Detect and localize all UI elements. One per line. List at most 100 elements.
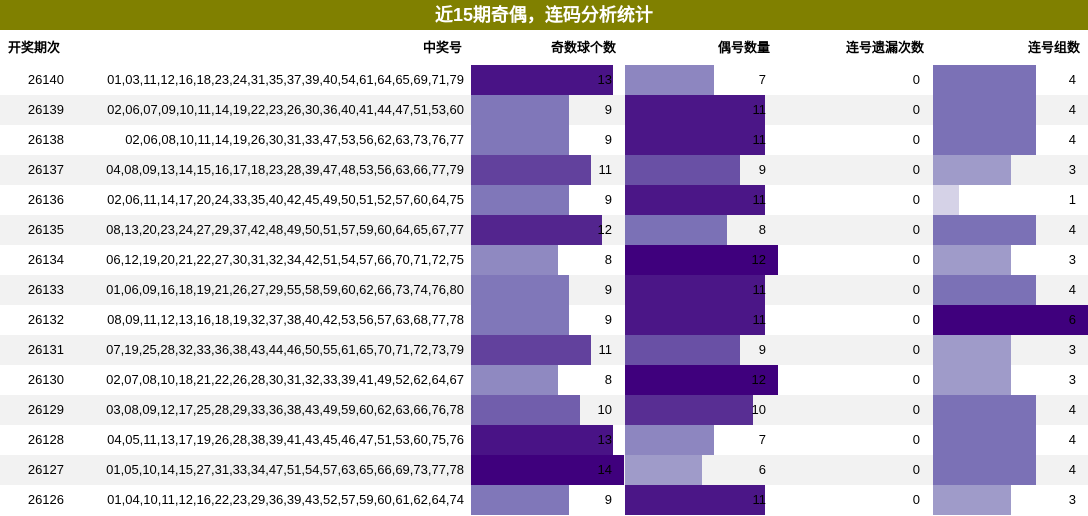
data-bar	[933, 485, 1011, 515]
count-value: 0	[912, 372, 920, 387]
count-value: 4	[1068, 402, 1076, 417]
data-bar	[625, 125, 766, 155]
data-bar	[471, 335, 592, 365]
data-bar	[933, 95, 1037, 125]
count-value: 4	[1068, 462, 1076, 477]
count-value: 1	[1068, 192, 1076, 207]
count-value: 11	[752, 492, 767, 507]
count-value: 9	[604, 192, 612, 207]
count-value: 9	[604, 102, 612, 117]
winning-numbers: 08,09,11,12,13,16,18,19,32,37,38,40,42,5…	[107, 312, 464, 327]
count-value: 9	[604, 282, 612, 297]
count-value: 4	[1068, 132, 1076, 147]
count-value: 4	[1068, 432, 1076, 447]
winning-numbers: 04,05,11,13,17,19,26,28,38,39,41,43,45,4…	[107, 432, 464, 447]
count-value: 9	[758, 162, 766, 177]
data-bar	[625, 485, 766, 515]
data-bar	[625, 455, 702, 485]
count-value: 9	[604, 492, 612, 507]
title: 近15期奇偶，连码分析统计	[0, 0, 1088, 30]
count-value: 13	[597, 72, 612, 87]
count-value: 0	[912, 402, 920, 417]
data-bar	[933, 65, 1037, 95]
winning-numbers: 02,06,08,10,11,14,19,26,30,31,33,47,53,5…	[125, 132, 464, 147]
count-value: 11	[752, 102, 767, 117]
data-bar	[933, 155, 1011, 185]
data-bar	[933, 305, 1088, 335]
winning-numbers: 01,05,10,14,15,27,31,33,34,47,51,54,57,6…	[106, 462, 464, 477]
count-value: 11	[598, 162, 613, 177]
header-cell: 奇数球个数	[550, 40, 616, 55]
data-bar	[933, 425, 1037, 455]
count-value: 4	[1068, 222, 1076, 237]
issue-number: 26138	[27, 132, 64, 147]
count-value: 0	[912, 162, 920, 177]
data-bar	[471, 395, 581, 425]
count-value: 3	[1068, 342, 1076, 357]
count-value: 0	[912, 72, 920, 87]
data-bar	[471, 65, 614, 95]
data-bar	[933, 245, 1011, 275]
issue-number: 26139	[27, 102, 64, 117]
issue-number: 26133	[27, 282, 64, 297]
data-bar	[625, 335, 740, 365]
data-bar	[625, 245, 778, 275]
data-bar	[471, 185, 570, 215]
data-bar	[471, 455, 624, 485]
data-bar	[625, 395, 753, 425]
issue-number: 26132	[27, 312, 64, 327]
header-cell: 开奖期次	[8, 40, 61, 55]
issue-number: 26129	[27, 402, 64, 417]
header-cell: 连号组数	[1027, 40, 1080, 55]
count-value: 7	[758, 72, 766, 87]
count-value: 11	[752, 192, 767, 207]
header-cell: 偶号数量	[717, 40, 770, 55]
data-bar	[471, 425, 614, 455]
count-value: 0	[912, 102, 920, 117]
issue-number: 26126	[27, 492, 64, 507]
count-value: 4	[1068, 72, 1076, 87]
count-value: 0	[912, 252, 920, 267]
count-value: 0	[912, 492, 920, 507]
data-bar	[625, 215, 727, 245]
winning-numbers: 01,06,09,16,18,19,21,26,27,29,55,58,59,6…	[106, 282, 464, 297]
count-value: 0	[912, 312, 920, 327]
count-value: 10	[597, 402, 612, 417]
count-value: 3	[1068, 372, 1076, 387]
count-value: 3	[1068, 252, 1076, 267]
count-value: 11	[598, 342, 613, 357]
data-bar	[933, 455, 1037, 485]
winning-numbers: 03,08,09,12,17,25,28,29,33,36,38,43,49,5…	[106, 402, 464, 417]
count-value: 0	[912, 432, 920, 447]
issue-number: 26140	[27, 72, 64, 87]
data-bar	[933, 275, 1037, 305]
count-value: 3	[1068, 162, 1076, 177]
count-value: 12	[597, 222, 612, 237]
winning-numbers: 08,13,20,23,24,27,29,37,42,48,49,50,51,5…	[106, 222, 464, 237]
issue-number: 26137	[27, 162, 64, 177]
count-value: 14	[597, 462, 612, 477]
issue-number: 26128	[27, 432, 64, 447]
data-bar	[933, 365, 1011, 395]
issue-number: 26130	[27, 372, 64, 387]
data-bar	[471, 155, 592, 185]
count-value: 11	[752, 312, 767, 327]
count-value: 3	[1068, 492, 1076, 507]
count-value: 4	[1068, 282, 1076, 297]
header-cell: 连号遗漏次数	[845, 40, 924, 55]
issue-number: 26136	[27, 192, 64, 207]
data-bar	[471, 365, 559, 395]
count-value: 11	[752, 282, 767, 297]
count-value: 0	[912, 282, 920, 297]
data-bar	[625, 275, 766, 305]
count-value: 8	[758, 222, 766, 237]
issue-number: 26134	[27, 252, 64, 267]
data-bar	[933, 125, 1037, 155]
count-value: 9	[758, 342, 766, 357]
count-value: 0	[912, 192, 920, 207]
data-bar	[625, 365, 778, 395]
count-value: 11	[752, 132, 767, 147]
count-value: 9	[604, 132, 612, 147]
data-bar	[933, 335, 1011, 365]
